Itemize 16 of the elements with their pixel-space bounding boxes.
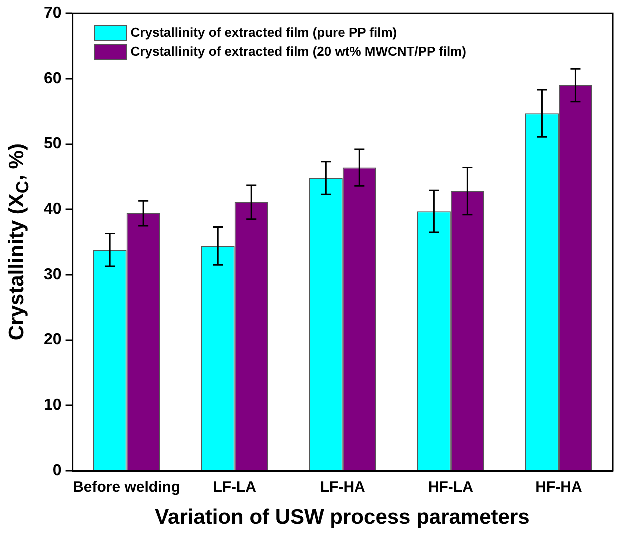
legend-label: Crystallinity of extracted film (pure PP film) [130,25,398,40]
y-tick-label: 70 [44,5,62,22]
y-tick-label: 40 [44,201,62,218]
x-tick-label: HF-LA [428,479,474,496]
legend-label: Crystallinity of extracted film (20 wt% MWCNT/PP film) [130,44,466,60]
x-tick-label: LF-LA [213,479,257,496]
x-tick-label: Before welding [73,479,181,496]
y-tick-label: 0 [52,462,62,480]
y-tick-label: 10 [44,397,62,414]
y-tick-label: 20 [44,332,62,349]
x-tick-label: HF-HA [536,479,582,496]
x-axis-title: Variation of USW process parameters [154,506,531,530]
x-tick-label: LF-HA [320,479,366,496]
y-tick-label: 60 [44,70,62,88]
y-tick-label: 50 [44,136,62,153]
y-tick-label: 30 [44,266,62,284]
